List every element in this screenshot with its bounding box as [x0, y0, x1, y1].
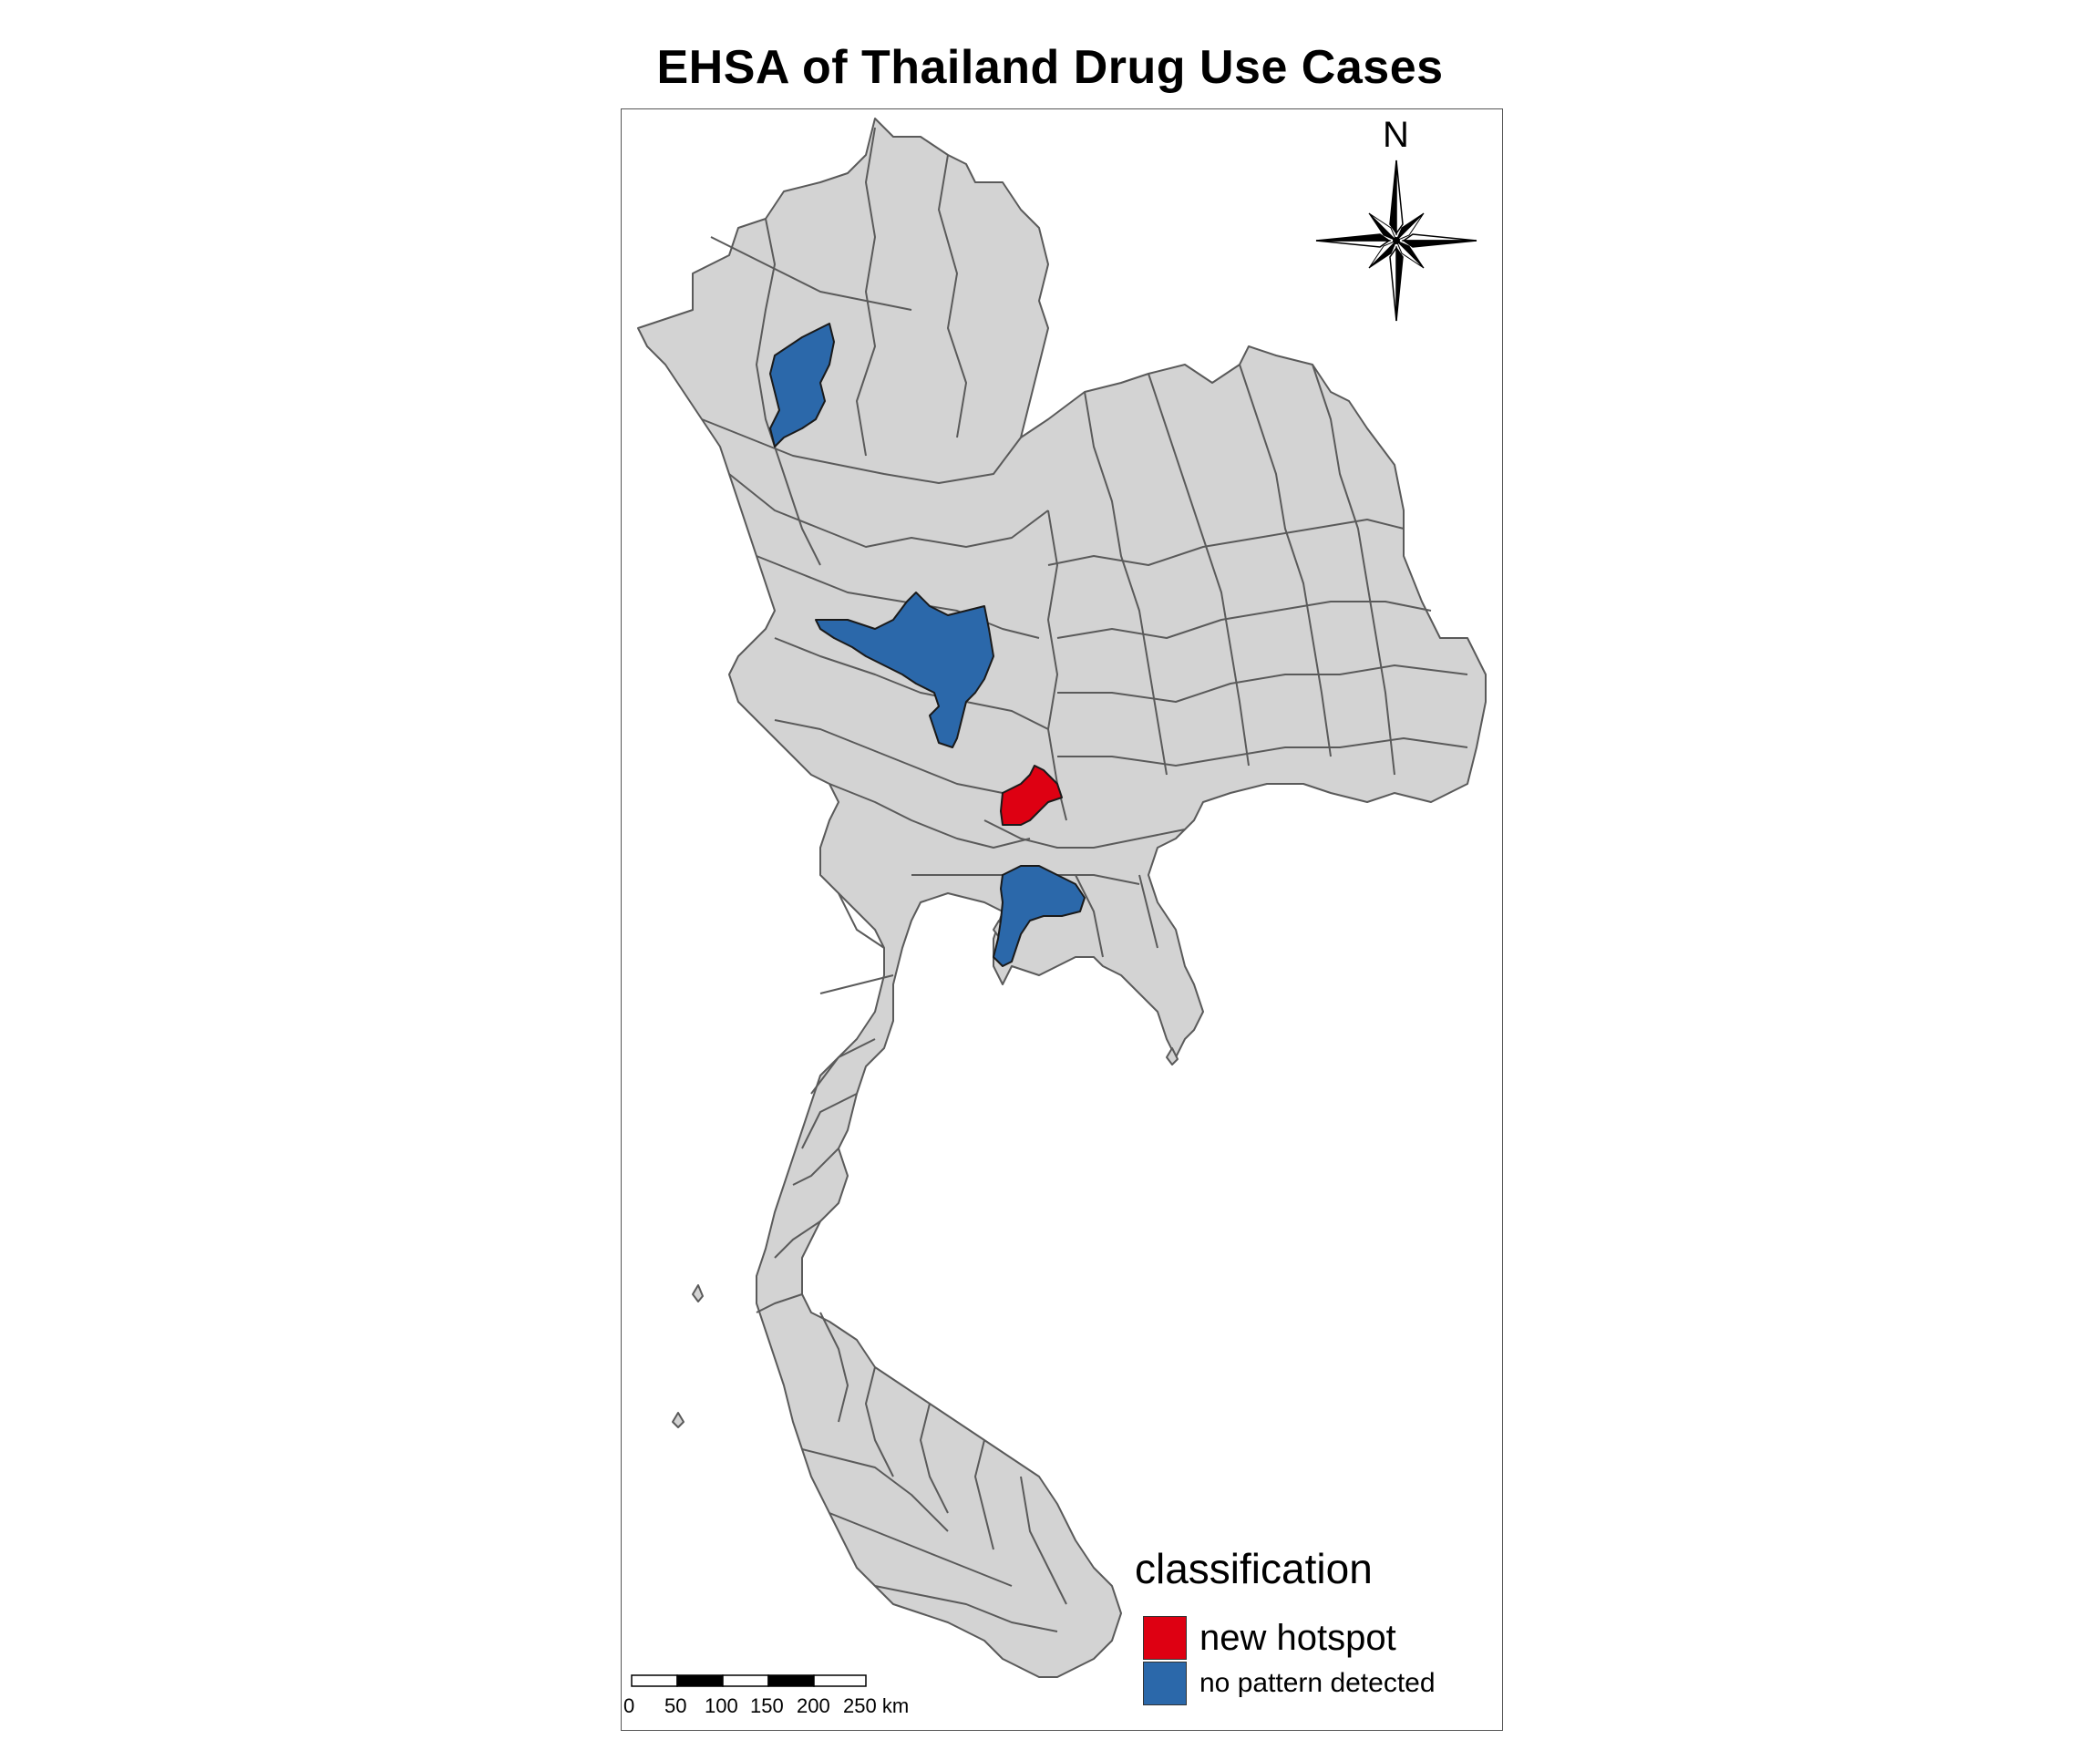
- map-title: EHSA of Thailand Drug Use Cases: [656, 41, 1444, 94]
- island: [692, 1284, 704, 1302]
- central-province: [815, 592, 994, 748]
- eastern-province-hotspot: [1000, 765, 1063, 826]
- classified-provinces: [769, 323, 1086, 967]
- legend-item-no-pattern-detected: no pattern detected: [1143, 1661, 1436, 1706]
- island: [1166, 1047, 1179, 1065]
- scale-tick-label: 250 km: [843, 1694, 910, 1717]
- eastern-coastal-province: [993, 865, 1086, 967]
- north-arrow-icon: [1315, 160, 1477, 322]
- legend-title: classification: [1135, 1545, 1373, 1592]
- northern-province: [769, 323, 835, 448]
- legend-label: new hotspot: [1199, 1617, 1396, 1658]
- north-label: N: [1383, 115, 1409, 155]
- legend-swatch: [1143, 1616, 1187, 1660]
- legend-item-new-hotspot: new hotspot: [1143, 1615, 1396, 1661]
- scale-tick-label: 150: [750, 1694, 784, 1717]
- legend-swatch: [1143, 1662, 1187, 1705]
- island: [672, 1412, 685, 1428]
- scale-tick-label: 0: [623, 1694, 635, 1717]
- scale-tick-label: 100: [705, 1694, 738, 1717]
- scale-tick-label: 200: [797, 1694, 830, 1717]
- legend-label: no pattern detected: [1199, 1668, 1436, 1698]
- scale-tick-label: 50: [664, 1694, 687, 1717]
- scale-bar: [631, 1674, 867, 1687]
